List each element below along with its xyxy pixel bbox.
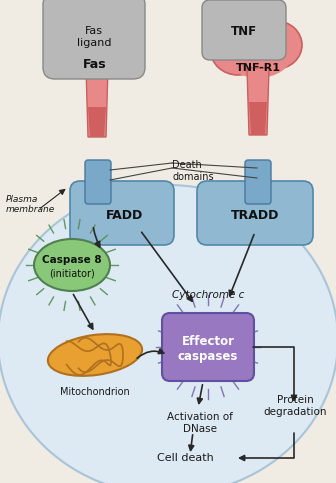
Text: Caspase 8: Caspase 8 <box>42 255 102 265</box>
Polygon shape <box>62 231 104 268</box>
Text: Fas
ligand: Fas ligand <box>77 26 111 48</box>
Text: Cell death: Cell death <box>157 453 213 463</box>
Ellipse shape <box>61 24 133 76</box>
Ellipse shape <box>45 19 105 74</box>
Text: TNF: TNF <box>231 25 257 38</box>
Text: Death
domains: Death domains <box>172 160 214 182</box>
Text: (initiator): (initiator) <box>49 268 95 278</box>
FancyBboxPatch shape <box>162 313 254 381</box>
Text: Plasma
membrane: Plasma membrane <box>6 195 55 214</box>
FancyBboxPatch shape <box>85 160 111 204</box>
Ellipse shape <box>250 21 302 69</box>
FancyBboxPatch shape <box>197 181 313 245</box>
Ellipse shape <box>0 185 336 483</box>
Text: Activation of
DNase: Activation of DNase <box>167 412 233 434</box>
Text: TNF-R1: TNF-R1 <box>236 63 281 73</box>
Polygon shape <box>247 68 269 135</box>
Polygon shape <box>88 107 106 137</box>
Text: Cytochrome c: Cytochrome c <box>172 290 244 300</box>
Text: TRADD: TRADD <box>231 209 279 222</box>
FancyBboxPatch shape <box>245 160 271 204</box>
Polygon shape <box>249 102 267 135</box>
Ellipse shape <box>34 239 110 291</box>
FancyBboxPatch shape <box>70 181 174 245</box>
Ellipse shape <box>223 26 293 78</box>
Text: Fas: Fas <box>83 57 107 71</box>
Ellipse shape <box>48 334 142 376</box>
Text: FADD: FADD <box>106 209 142 222</box>
Text: caspases: caspases <box>178 350 238 363</box>
Ellipse shape <box>210 25 265 75</box>
Text: Effector: Effector <box>181 335 235 347</box>
Polygon shape <box>86 67 108 137</box>
FancyBboxPatch shape <box>202 0 286 60</box>
Ellipse shape <box>90 19 140 65</box>
FancyBboxPatch shape <box>43 0 145 79</box>
Text: Mitochondrion: Mitochondrion <box>60 387 130 397</box>
Text: Protein
degradation: Protein degradation <box>263 395 327 417</box>
